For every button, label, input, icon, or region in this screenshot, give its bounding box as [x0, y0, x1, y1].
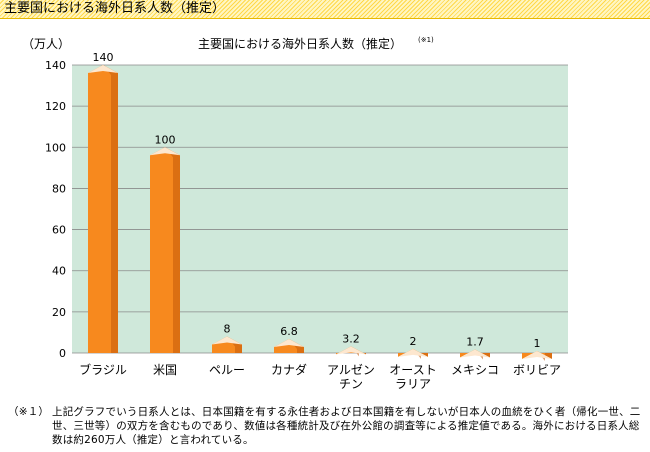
bar-shade — [165, 147, 180, 353]
y-tick-label: 40 — [52, 265, 66, 278]
category-label: カナダ — [271, 362, 307, 377]
value-label: 3.2 — [342, 332, 360, 345]
footnote-text: 上記グラフでいう日系人とは、日本国籍を有する永住者および日本国籍を有しないが日本… — [52, 406, 641, 446]
bar-body — [150, 147, 180, 353]
bar-body — [274, 339, 304, 353]
category-label: チン — [339, 377, 363, 391]
value-labels: 140 100 8 6.8 3.2 2 1.7 1 — [93, 51, 541, 350]
value-label: 100 — [155, 133, 176, 146]
y-tick-label: 80 — [52, 182, 66, 195]
bar — [88, 65, 118, 353]
y-tick-label: 20 — [52, 306, 66, 319]
bar — [460, 349, 490, 360]
value-label: 2 — [410, 335, 417, 348]
category-label: オースト — [389, 363, 436, 377]
y-axis-label: （万人） — [22, 37, 70, 51]
chart-title: 主要国における海外日系人数（推定） — [198, 36, 402, 51]
bar — [398, 348, 428, 359]
bar — [150, 147, 180, 353]
bar-top — [88, 65, 118, 73]
category-label: ラリア — [395, 377, 431, 391]
y-tick-label: 60 — [52, 224, 66, 237]
bar — [522, 350, 552, 361]
value-label: 8 — [224, 323, 231, 336]
footnote-mark: （※１） — [8, 406, 50, 418]
bars — [88, 65, 552, 361]
bar — [274, 339, 304, 353]
bar-body — [88, 65, 118, 353]
y-tick-label: 0 — [59, 347, 66, 360]
value-label: 140 — [93, 51, 114, 64]
header-banner: 主要国における海外日系人数（推定） — [0, 0, 650, 19]
plot-area — [72, 65, 568, 353]
chart-title-note: (※1) — [418, 36, 434, 44]
category-label: ボリビア — [513, 363, 561, 377]
value-label: 1.7 — [466, 336, 484, 349]
bar-top — [460, 349, 490, 358]
category-label: メキシコ — [451, 363, 499, 377]
category-label: ブラジル — [79, 362, 127, 377]
bar — [212, 336, 242, 353]
y-tick-label: 140 — [45, 59, 66, 72]
value-label: 1 — [534, 337, 541, 350]
bar-chart: 主要国における海外日系人数（推定） (※1) （万人） 0 20 40 60 80 100… — [22, 36, 568, 391]
bar-top — [150, 147, 180, 156]
bar-top — [336, 346, 366, 355]
footnote: （※１） 上記グラフでいう日系人とは、日本国籍を有する永住者および日本国籍を有し… — [8, 405, 644, 447]
y-tick-label: 100 — [45, 141, 66, 154]
bar-top — [522, 350, 552, 359]
bar — [336, 346, 366, 357]
category-label: 米国 — [153, 363, 177, 377]
category-label: アルゼン — [327, 363, 375, 377]
bar-top — [274, 339, 304, 348]
y-tick-labels: 0 20 40 60 80 100 120 140 — [45, 59, 66, 360]
y-tick-label: 120 — [45, 100, 66, 113]
bar-top — [212, 336, 242, 345]
bar-shade — [103, 65, 118, 353]
value-label: 6.8 — [280, 325, 298, 338]
category-label: ペルー — [209, 363, 245, 377]
bar-top — [398, 348, 428, 357]
page-title: 主要国における海外日系人数（推定） — [4, 1, 226, 16]
